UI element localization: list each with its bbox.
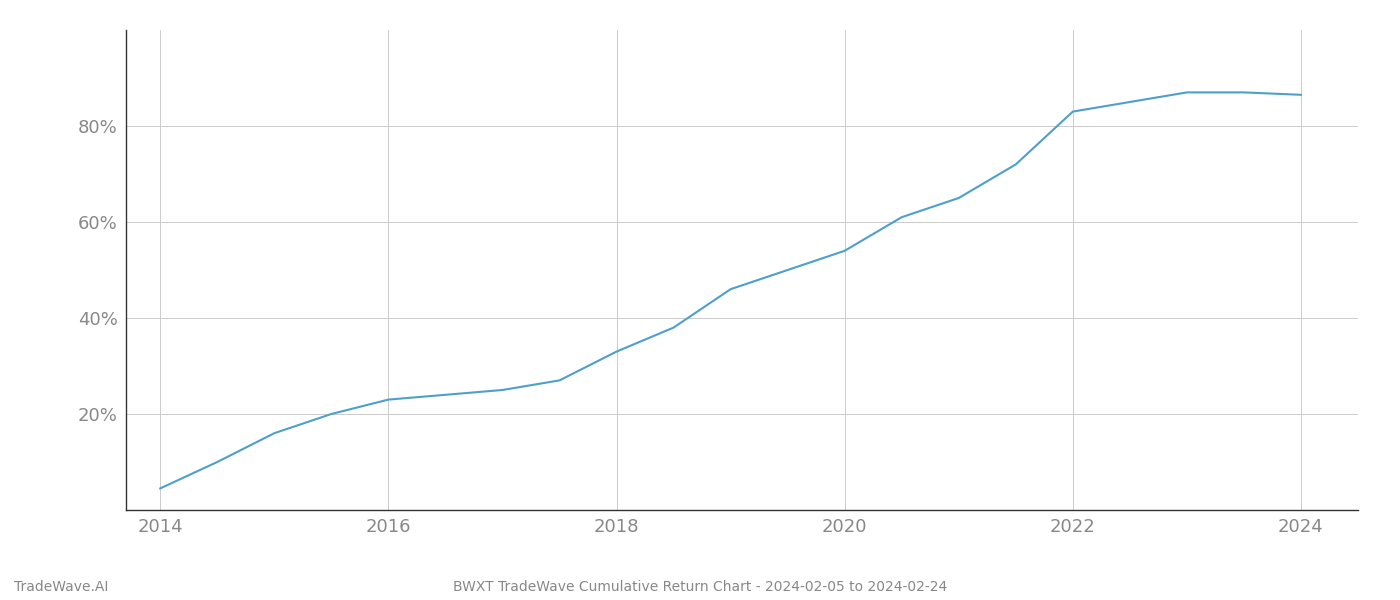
Text: TradeWave.AI: TradeWave.AI [14, 580, 108, 594]
Text: BWXT TradeWave Cumulative Return Chart - 2024-02-05 to 2024-02-24: BWXT TradeWave Cumulative Return Chart -… [452, 580, 948, 594]
